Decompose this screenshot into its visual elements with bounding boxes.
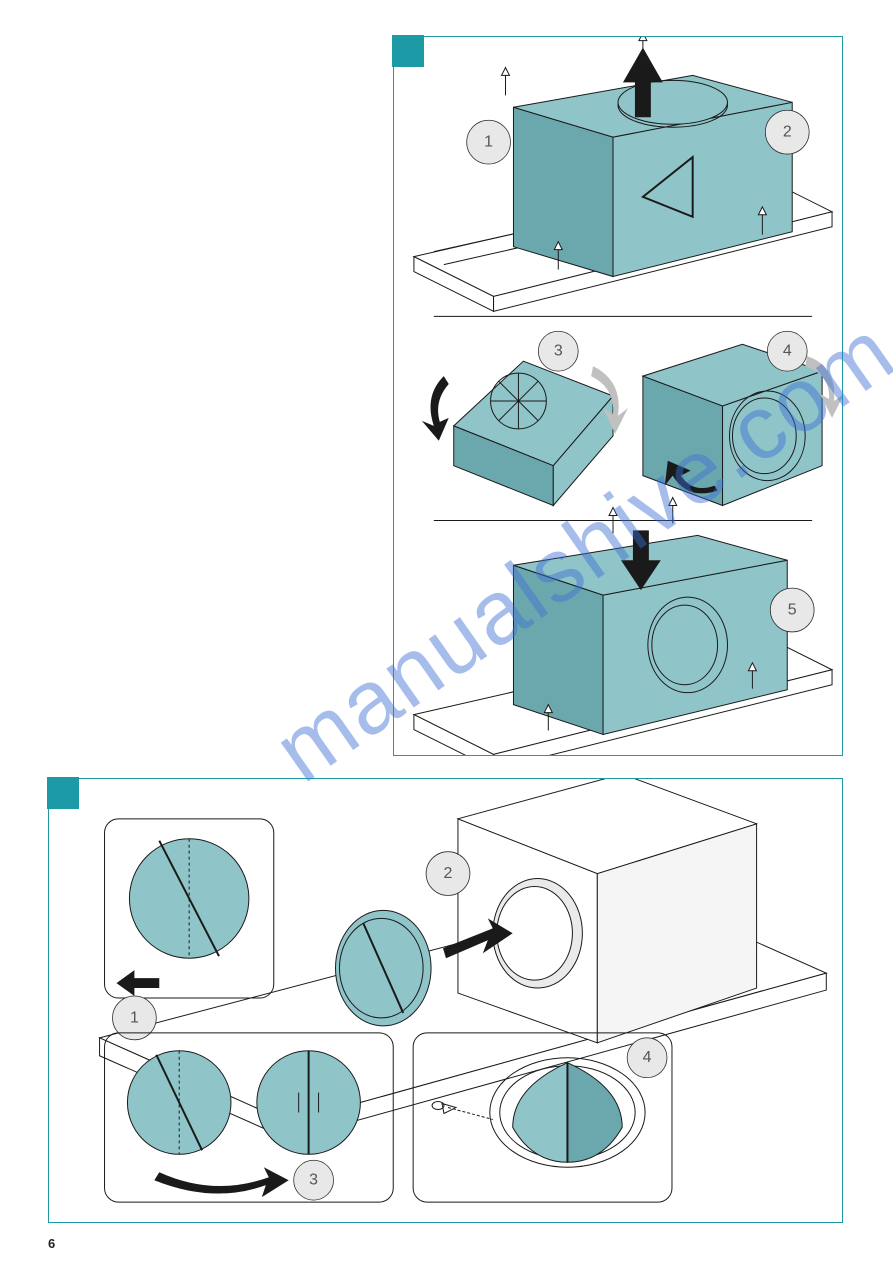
step-label-b1: 1 bbox=[130, 1009, 139, 1026]
step-label-1: 1 bbox=[484, 134, 493, 151]
figure-b-diagram: 2 1 3 bbox=[49, 779, 842, 1222]
step-label-4: 4 bbox=[783, 343, 792, 360]
figure-b-tab bbox=[47, 777, 79, 809]
step-label-b4: 4 bbox=[643, 1049, 652, 1066]
step-label-3: 3 bbox=[554, 343, 563, 360]
figure-a-frame: 1 2 bbox=[393, 36, 843, 756]
figure-b-frame: 2 1 3 bbox=[48, 778, 843, 1223]
page-number: 6 bbox=[48, 1236, 55, 1251]
figure-a-diagram: 1 2 bbox=[394, 37, 842, 755]
step-label-b3: 3 bbox=[309, 1172, 318, 1189]
figure-a-tab bbox=[392, 35, 424, 67]
step-label-b2: 2 bbox=[444, 865, 453, 882]
step-label-2: 2 bbox=[783, 124, 792, 141]
step-label-5: 5 bbox=[788, 602, 797, 619]
